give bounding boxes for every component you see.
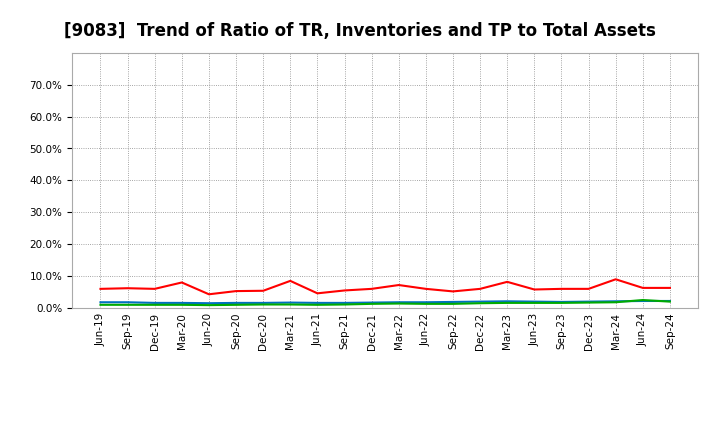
Trade Receivables xyxy=(665,285,674,290)
Trade Receivables xyxy=(341,288,349,293)
Trade Receivables xyxy=(639,285,647,290)
Inventories xyxy=(639,298,647,304)
Trade Payables xyxy=(204,302,213,308)
Trade Payables xyxy=(530,300,539,305)
Trade Payables xyxy=(639,297,647,303)
Trade Payables xyxy=(150,302,159,308)
Inventories xyxy=(232,300,240,305)
Inventories xyxy=(421,300,430,305)
Inventories xyxy=(341,300,349,305)
Trade Payables xyxy=(96,302,105,308)
Trade Receivables xyxy=(557,286,566,291)
Inventories xyxy=(313,300,322,305)
Trade Receivables xyxy=(584,286,593,291)
Trade Payables xyxy=(449,301,457,307)
Trade Receivables xyxy=(123,286,132,291)
Trade Receivables xyxy=(395,282,403,288)
Inventories xyxy=(584,299,593,304)
Trade Receivables xyxy=(150,286,159,291)
Trade Receivables xyxy=(232,289,240,294)
Trade Payables xyxy=(665,299,674,304)
Trade Receivables xyxy=(259,288,268,293)
Inventories xyxy=(395,300,403,305)
Trade Payables xyxy=(421,301,430,307)
Trade Receivables xyxy=(476,286,485,291)
Inventories xyxy=(557,299,566,304)
Inventories xyxy=(178,300,186,305)
Line: Trade Payables: Trade Payables xyxy=(101,300,670,305)
Inventories xyxy=(530,299,539,304)
Trade Receivables xyxy=(530,287,539,292)
Trade Receivables xyxy=(178,280,186,285)
Line: Trade Receivables: Trade Receivables xyxy=(101,279,670,294)
Inventories xyxy=(204,301,213,306)
Trade Payables xyxy=(259,302,268,307)
Trade Payables xyxy=(367,301,376,307)
Inventories xyxy=(286,300,294,305)
Inventories xyxy=(259,300,268,305)
Inventories xyxy=(503,299,511,304)
Trade Receivables xyxy=(313,291,322,296)
Trade Receivables xyxy=(367,286,376,291)
Trade Receivables xyxy=(611,277,620,282)
Trade Payables xyxy=(557,300,566,305)
Trade Payables xyxy=(611,300,620,305)
Trade Receivables xyxy=(449,289,457,294)
Inventories xyxy=(476,299,485,304)
Trade Payables xyxy=(178,302,186,308)
Inventories xyxy=(150,300,159,305)
Trade Payables xyxy=(232,302,240,308)
Trade Payables xyxy=(584,300,593,305)
Trade Payables xyxy=(313,302,322,308)
Trade Payables xyxy=(286,302,294,307)
Trade Receivables xyxy=(503,279,511,285)
Inventories xyxy=(611,299,620,304)
Inventories xyxy=(123,300,132,305)
Trade Payables xyxy=(123,302,132,308)
Trade Receivables xyxy=(286,278,294,283)
Inventories xyxy=(449,299,457,304)
Trade Payables xyxy=(503,300,511,305)
Trade Payables xyxy=(341,302,349,307)
Inventories xyxy=(665,298,674,304)
Line: Inventories: Inventories xyxy=(101,301,670,303)
Trade Payables xyxy=(395,301,403,306)
Trade Receivables xyxy=(421,286,430,291)
Text: [9083]  Trend of Ratio of TR, Inventories and TP to Total Assets: [9083] Trend of Ratio of TR, Inventories… xyxy=(64,22,656,40)
Inventories xyxy=(367,300,376,305)
Trade Receivables xyxy=(96,286,105,291)
Inventories xyxy=(96,300,105,305)
Trade Payables xyxy=(476,301,485,306)
Trade Receivables xyxy=(204,292,213,297)
